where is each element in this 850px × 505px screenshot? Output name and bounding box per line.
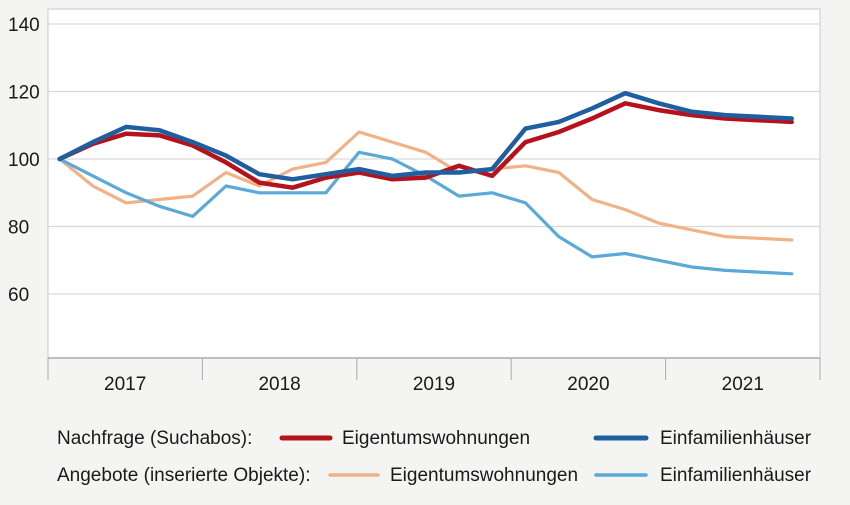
- legend-label-angebot_efh: Einfamilienhäuser: [660, 465, 812, 486]
- y-tick-label: 80: [8, 218, 29, 239]
- x-tick-label: 2018: [258, 374, 300, 395]
- x-tick-label: 2021: [722, 374, 764, 395]
- legend-label-nachfrage_efh: Einfamilienhäuser: [660, 428, 812, 449]
- legend-group-label: Angebote (inserierte Objekte):: [57, 465, 310, 486]
- y-tick-label: 120: [8, 83, 40, 104]
- y-tick-label: 140: [8, 15, 40, 36]
- y-tick-label: 60: [8, 285, 29, 306]
- x-tick-label: 2019: [413, 374, 455, 395]
- x-tick-label: 2020: [567, 374, 609, 395]
- series-lines: [57, 90, 794, 276]
- y-tick-label: 100: [8, 150, 40, 171]
- series-line-angebot_etw: [57, 130, 794, 242]
- series-line-nachfrage_efh: [57, 90, 794, 182]
- series-line-nachfrage_etw: [57, 101, 794, 190]
- legend: Nachfrage (Suchabos): Eigentumswohnungen E…: [57, 428, 812, 486]
- plot-area: [47, 8, 821, 359]
- x-tick-label: 2017: [104, 374, 146, 395]
- x-axis-ticks: 2017 2018 2019 2020 2021: [47, 357, 821, 395]
- legend-label-nachfrage_etw: Eigentumswohnungen: [342, 428, 530, 449]
- legend-label-angebot_etw: Eigentumswohnungen: [390, 465, 578, 486]
- legend-group-label: Nachfrage (Suchabos):: [57, 428, 252, 449]
- y-axis-ticks: 60 80 100 120 140: [8, 15, 40, 306]
